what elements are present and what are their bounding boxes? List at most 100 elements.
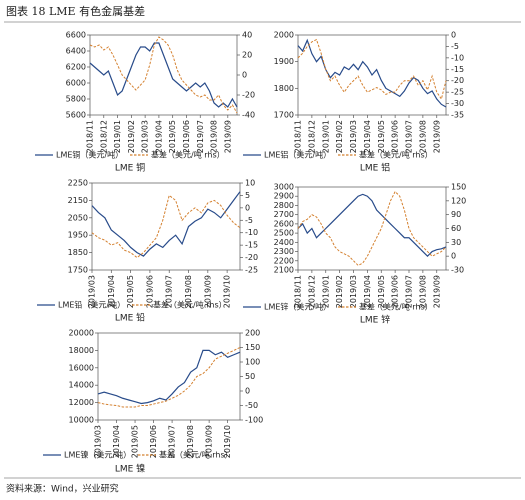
y-tick-label: 6000 (66, 79, 86, 88)
x-tick-label: 2019/06 (391, 275, 400, 308)
legend-label: 基差（美元/吨 rhs） (359, 302, 433, 312)
y-tick-label: 2250 (68, 179, 88, 188)
x-tick-label: 2019/08 (418, 120, 427, 153)
x-tick-label: 2019/07 (405, 275, 414, 308)
y-tick-label: 20000 (69, 329, 94, 338)
x-tick-label: 2018/11 (86, 120, 95, 153)
x-tick-label: 2019/05 (377, 120, 386, 153)
series-line (89, 42, 238, 108)
y2-tick-label: -20 (451, 76, 464, 85)
x-tick-label: 2019/05 (168, 120, 177, 153)
plot-frame (89, 34, 238, 116)
y-tick-label: 2150 (68, 196, 88, 205)
y-tick-label: 12000 (69, 398, 94, 407)
y2-tick-label: -10 (245, 228, 258, 237)
x-tick-label: 2019/02 (127, 120, 136, 153)
x-tick-label: 2019/07 (165, 275, 174, 308)
y-tick-label: 2000 (274, 31, 294, 40)
y2-tick-label: -25 (245, 266, 258, 275)
x-tick-label: 2019/06 (145, 275, 154, 308)
series-line (97, 347, 241, 408)
y-tick-label: 1950 (68, 231, 88, 240)
series-line (297, 38, 447, 101)
x-tick-label: 2019/01 (321, 120, 330, 153)
y-tick-label: 1900 (274, 57, 294, 66)
legend-label: LME锌（美元/吨） (264, 302, 331, 312)
x-tick-label: 2019/03 (94, 425, 103, 458)
series-line (91, 191, 241, 257)
y2-tick-label: -20 (242, 91, 255, 100)
y2-tick-label: 120 (451, 196, 466, 205)
y2-tick-label: -35 (451, 111, 464, 120)
series-line (97, 349, 241, 405)
x-tick-label: 2019/03 (141, 120, 150, 153)
x-tick-label: 2019/01 (321, 275, 330, 308)
x-tick-label: 2019/05 (131, 425, 140, 458)
x-tick-label: 2019/02 (335, 120, 344, 153)
y2-tick-label: 90 (451, 210, 461, 219)
y-tick-label: 6600 (66, 31, 86, 40)
x-tick-label: 2019/07 (405, 120, 414, 153)
y-tick-label: 5800 (66, 95, 86, 104)
figure-title: 图表 18 LME 有色金属基差 (6, 4, 145, 18)
y-tick-label: 2100 (274, 266, 294, 275)
plot-frame (97, 332, 241, 421)
x-tick-label: 2019/04 (154, 120, 163, 153)
y-tick-label: 1700 (274, 111, 294, 120)
plot-frame (297, 186, 447, 271)
x-tick-label: 2019/06 (182, 120, 191, 153)
y2-tick-label: 30 (451, 238, 461, 247)
y-tick-label: 14000 (69, 381, 94, 390)
x-tick-label: 2019/04 (363, 120, 372, 153)
legend-label: 基差（美元/吨 rhs） (159, 450, 233, 460)
y-tick-label: 6400 (66, 47, 86, 56)
y2-tick-label: -30 (451, 99, 464, 108)
legend-label: LME铅（美元/吨） (58, 300, 125, 310)
chart-caption: LME 锌 (360, 314, 390, 326)
chart-caption: LME 铅 (115, 312, 145, 324)
y-tick-label: 1800 (274, 84, 294, 93)
y2-tick-label: 100 (245, 358, 260, 367)
y2-tick-label: 150 (245, 343, 260, 352)
series-line (297, 193, 447, 258)
y-tick-label: 18000 (69, 346, 94, 355)
y2-tick-label: 0 (245, 203, 250, 212)
x-tick-label: 2018/11 (294, 275, 303, 308)
x-tick-label: 2019/06 (391, 120, 400, 153)
y2-tick-label: 0 (242, 71, 247, 80)
x-tick-label: 2019/10 (223, 275, 232, 308)
x-tick-label: 2019/02 (335, 275, 344, 308)
y2-tick-label: 40 (242, 31, 252, 40)
x-tick-label: 2019/04 (112, 425, 121, 458)
x-tick-label: 2019/03 (349, 120, 358, 153)
y2-tick-label: -20 (245, 253, 258, 262)
plot-frame (297, 34, 447, 116)
x-tick-label: 2018/12 (99, 120, 108, 153)
y-tick-label: 2900 (274, 192, 294, 201)
y2-tick-label: -25 (451, 88, 464, 97)
y2-tick-label: 150 (451, 183, 466, 192)
x-tick-label: 2018/12 (307, 275, 316, 308)
series-line (297, 190, 447, 266)
legend-label: 基差（美元/吨 rhs） (151, 150, 225, 160)
x-tick-label: 2019/08 (186, 425, 195, 458)
legend-label: LME铜（美元/吨） (56, 150, 123, 160)
x-tick-label: 2019/05 (126, 275, 135, 308)
x-tick-label: 2018/12 (307, 120, 316, 153)
y-tick-label: 5600 (66, 111, 86, 120)
legend-label: 基差（美元/吨 rhs） (359, 150, 433, 160)
series-line (297, 38, 447, 108)
y2-tick-label: -50 (245, 401, 258, 410)
y2-tick-label: -15 (245, 241, 258, 250)
x-tick-label: 2019/04 (107, 275, 116, 308)
x-tick-label: 2019/04 (363, 275, 372, 308)
y2-tick-label: 50 (245, 372, 255, 381)
y2-tick-label: 0 (245, 387, 250, 396)
x-tick-label: 2019/06 (149, 425, 158, 458)
y2-tick-label: -10 (451, 53, 464, 62)
y2-tick-label: -5 (451, 42, 459, 51)
y2-tick-label: -100 (245, 416, 263, 425)
y2-tick-label: 0 (451, 31, 456, 40)
x-tick-label: 2019/03 (349, 275, 358, 308)
x-tick-label: 2019/09 (432, 275, 441, 308)
